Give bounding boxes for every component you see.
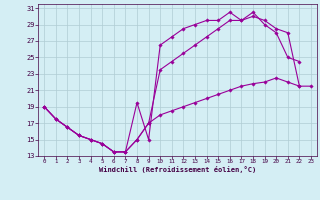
X-axis label: Windchill (Refroidissement éolien,°C): Windchill (Refroidissement éolien,°C) <box>99 166 256 173</box>
